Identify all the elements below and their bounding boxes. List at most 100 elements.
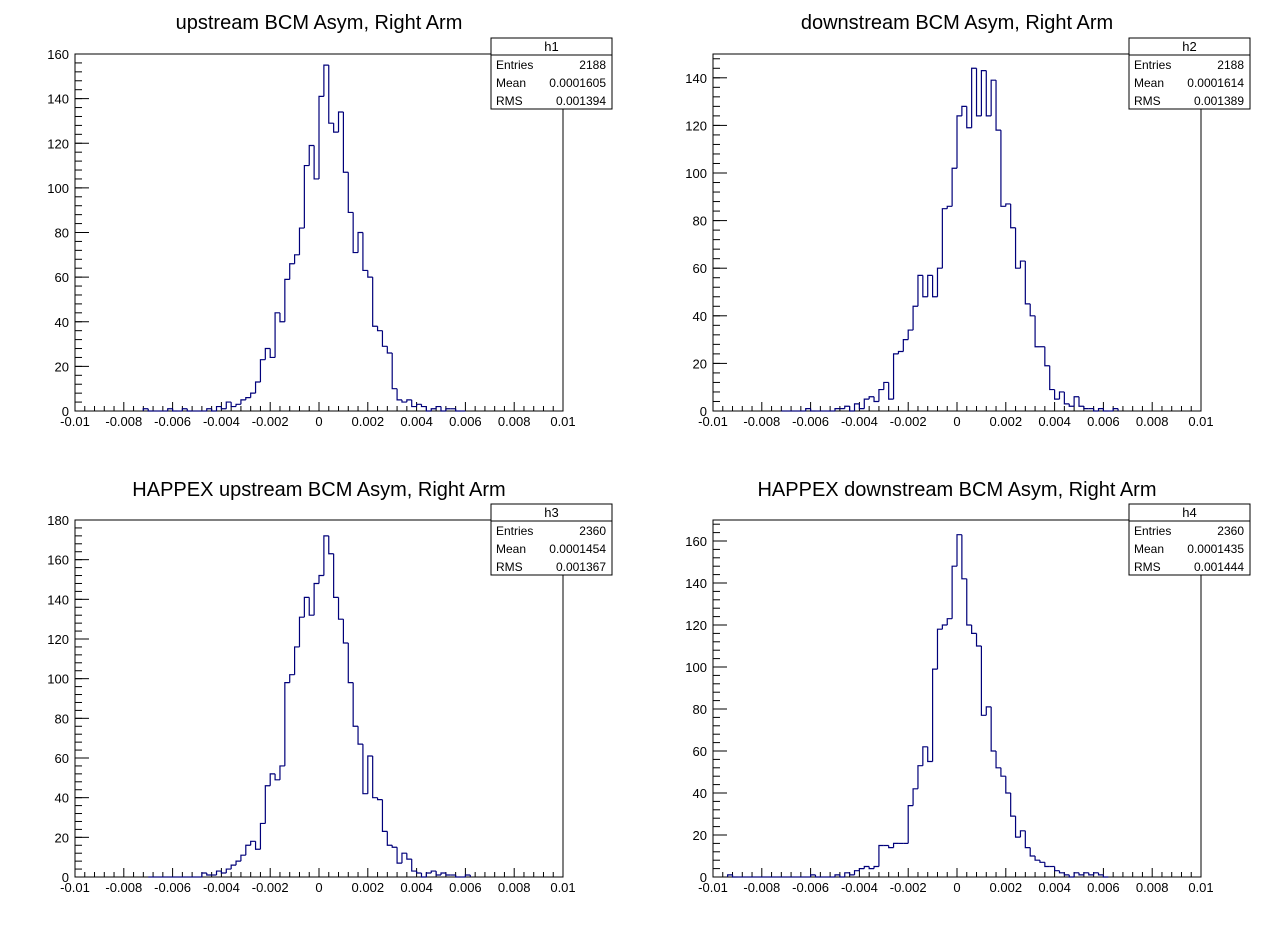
histogram-bin [922,746,928,766]
histogram-bin [1063,872,1070,876]
histogram-bin [810,874,816,877]
histogram-bin [814,874,821,878]
histogram-bin [425,872,432,877]
histogram-bin [284,682,290,766]
x-tick-label: 0.01 [1188,414,1213,429]
histogram-bin [888,845,894,849]
y-tick-label: 60 [55,270,69,285]
histogram-bin [853,403,860,411]
stats-rms-value: 0.001367 [556,560,606,574]
x-tick-label: 0.002 [990,880,1023,895]
histogram-bin [225,401,232,409]
histogram-bin [245,844,251,856]
histogram-bin [201,872,207,877]
stats-box: h4 Entries 2360 Mean 0.0001435 RMS 0.001444 [1128,503,1251,576]
histogram-bin [396,847,402,864]
histogram-bin [406,853,412,860]
y-tick-label: 40 [693,309,707,324]
histogram-bin [284,278,290,322]
x-tick-label: 0.006 [1087,880,1120,895]
stats-rms-label: RMS [496,94,523,108]
histogram-bin [1093,872,1099,875]
stats-entries-label: Entries [496,524,533,538]
histogram-bin [337,597,344,620]
x-tick-label: 0.01 [1188,880,1213,895]
x-tick-label: 0.008 [498,414,531,429]
histogram-bin [274,773,280,781]
histogram-bin [810,408,816,412]
histogram-bin [264,347,271,360]
histogram-bin [381,799,388,832]
histogram-bin [294,646,300,675]
histogram-bin [347,642,354,684]
y-tick-label: 120 [47,632,69,647]
histogram-bin [990,706,997,752]
histogram-bin [167,408,173,411]
x-tick-label: 0.01 [550,880,575,895]
histogram-bin [932,275,938,298]
histogram-panel-4: HAPPEX downstream BCM Asym, Right Arm -0.… [685,479,1251,895]
histogram-bin [922,275,928,298]
histogram-bin [941,624,948,630]
stats-entries-label: Entries [1134,524,1171,538]
y-tick-label: 20 [693,828,707,843]
histogram-bin [975,68,982,117]
y-tick-label: 0 [700,870,707,885]
histogram-bin [376,797,383,801]
histogram-bin [1058,870,1065,874]
x-tick-label: 0.008 [498,880,531,895]
plot-frame [74,519,564,878]
x-tick-label: 0.002 [352,414,385,429]
histogram-bin [971,625,977,634]
histogram-bin [1054,866,1060,872]
histogram-bin [1102,408,1109,412]
stats-rms-value: 0.001389 [1194,94,1244,108]
histogram-bin [1005,776,1011,794]
histogram-bin [337,111,344,133]
x-tick-label: -0.008 [743,414,780,429]
stats-box: h1 Entries 2188 Mean 0.0001605 RMS 0.001394 [490,37,613,110]
y-tick-label: 20 [693,356,707,371]
histogram-bin [1058,391,1065,400]
histogram-bin [416,403,422,407]
x-tick-label: 0.002 [352,880,385,895]
histogram-bin [235,860,241,866]
histogram-bin [917,274,923,307]
histogram-bin [892,353,899,400]
stats-mean-value: 0.0001454 [549,542,606,556]
histogram-bin [406,399,412,403]
stats-name: h1 [544,39,558,54]
histogram-bin [313,145,319,180]
histogram-bin [274,312,280,358]
stats-entries-value: 2188 [1217,58,1244,72]
histogram-bin [995,80,1001,131]
stats-entries-value: 2188 [579,58,606,72]
histogram-bin [294,254,300,264]
histogram-bin [936,267,943,297]
x-tick-label: 0.006 [1087,414,1120,429]
y-tick-label: 100 [685,166,707,181]
stats-box: h2 Entries 2188 Mean 0.0001614 RMS 0.001389 [1128,37,1251,110]
histogram-bin [941,208,948,269]
histogram-bin [1019,260,1026,269]
histogram-bin [240,854,246,862]
histogram-bin [956,534,962,567]
x-tick-label: -0.01 [698,414,728,429]
y-tick-label: 80 [693,214,707,229]
histogram-bin [372,277,378,327]
histogram-bin [1010,203,1016,229]
histogram-bin [878,388,884,402]
histogram-bin [1097,408,1104,411]
histogram-bin [727,874,733,877]
histogram-panel-1: upstream BCM Asym, Right Arm-0.01 -0.008-… [47,12,613,429]
x-tick-label: 0.006 [449,414,482,429]
plot-frame [712,519,1202,878]
histogram-bin [386,346,393,354]
histogram-bin [961,105,967,116]
stats-rms-value: 0.001444 [1194,560,1244,574]
histogram-bin [181,408,188,411]
y-tick-label: 0 [700,404,707,419]
x-tick-label: 0.004 [400,414,433,429]
histogram-bin [873,396,879,403]
histogram-bin [362,744,368,795]
